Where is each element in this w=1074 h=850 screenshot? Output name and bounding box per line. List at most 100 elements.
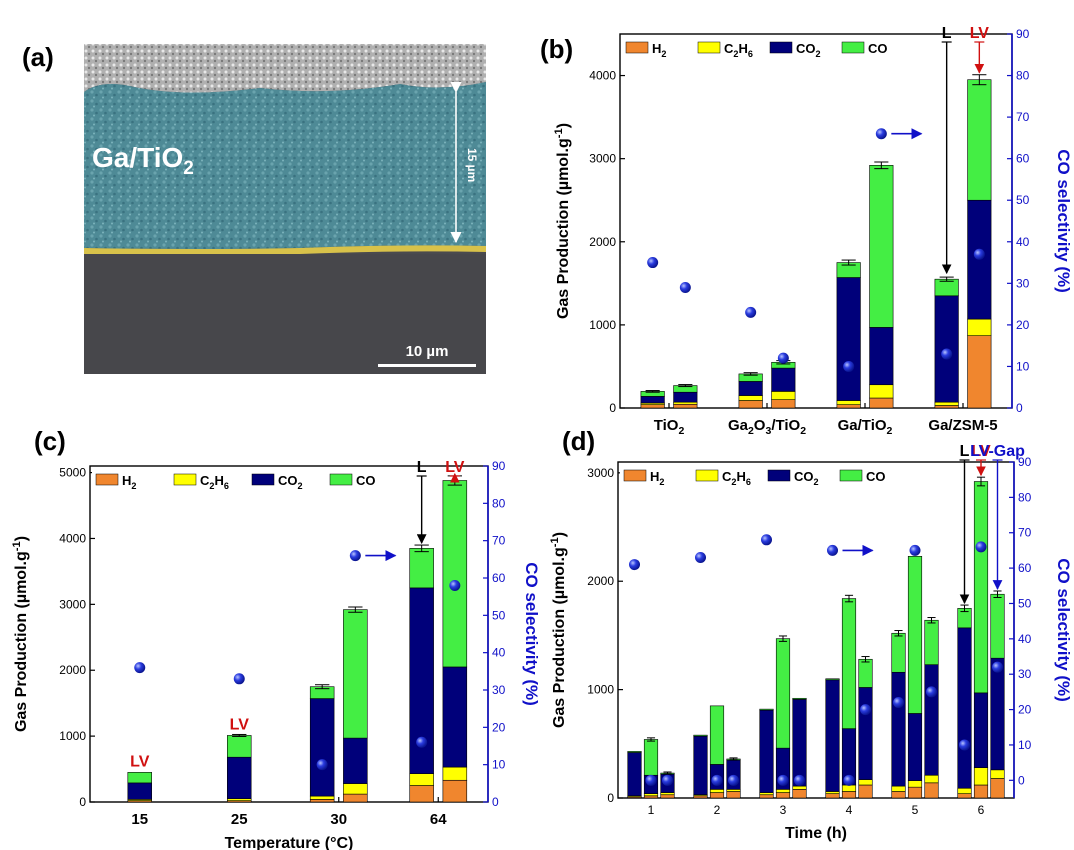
selectivity-point xyxy=(909,544,921,556)
annotation-label: LV xyxy=(130,753,150,770)
x-tick-label-part: O xyxy=(754,417,766,434)
y-axis-title-part: Gas Production (µmol.g xyxy=(13,551,30,732)
x-tick-label-part: 64 xyxy=(430,811,447,828)
bar-segment-c2h6 xyxy=(907,780,923,788)
y-tick-label: 2000 xyxy=(589,235,616,249)
x-tick-label: 5 xyxy=(912,803,919,817)
bar-segment-h2 xyxy=(442,779,468,803)
legend-label: CO xyxy=(868,41,888,56)
bar-segment-co2 xyxy=(343,737,368,784)
bar-segment-co xyxy=(442,480,468,668)
bar-segment-c2h6 xyxy=(990,769,1005,779)
annotation-label: LV xyxy=(445,459,465,476)
legend-label-part: 2 xyxy=(209,481,214,491)
y2-tick-label: 80 xyxy=(1016,69,1030,83)
x-tick-label: 30 xyxy=(330,811,347,828)
selectivity-point xyxy=(647,257,659,269)
sem-scale-label: 10 µm xyxy=(406,343,449,360)
bar-segment-c2h6 xyxy=(934,401,959,406)
legend-label: C2H6 xyxy=(724,41,753,59)
y-axis-title-part: -1 xyxy=(11,541,23,551)
bar-segment-co xyxy=(643,739,659,776)
y2-tick-label: 0 xyxy=(1018,773,1025,787)
bar-segment-co2 xyxy=(836,277,861,401)
bar-segment-h2 xyxy=(907,786,923,799)
y2-tick-label: 70 xyxy=(492,534,506,548)
selectivity-point xyxy=(316,759,328,771)
legend-label: H2 xyxy=(650,469,664,487)
y2-tick-label: 50 xyxy=(1018,596,1032,610)
annotation-label: LV-Gap xyxy=(970,443,1025,460)
legend-swatch-h2 xyxy=(625,41,649,54)
bar-segment-co2 xyxy=(973,692,989,768)
bar-segment-co2 xyxy=(693,735,708,796)
y2-tick-label: 40 xyxy=(1018,632,1032,646)
sem-interface-layer xyxy=(84,245,486,255)
y-tick-label: 4000 xyxy=(59,531,86,545)
x-tick-label-part: 25 xyxy=(231,811,248,828)
legend-swatch-c2h6 xyxy=(697,41,721,54)
bar-segment-c2h6 xyxy=(841,784,857,792)
bar-segment-co2 xyxy=(442,666,468,768)
x-tick-label: 1 xyxy=(648,803,655,817)
legend-label-part: 2 xyxy=(661,49,666,59)
x-tick-label-part: /TiO xyxy=(771,417,800,434)
legend-swatch-c2h6 xyxy=(173,473,197,486)
x-tick-label-part: 2 xyxy=(748,425,754,437)
x-tick-label: 15 xyxy=(131,811,148,828)
x-tick-label-part: 2 xyxy=(678,425,684,437)
legend-label-part: CO xyxy=(796,41,816,56)
selectivity-point xyxy=(233,673,245,685)
bar-segment-co xyxy=(627,751,642,753)
bar-segment-h2 xyxy=(924,782,939,799)
bar-segment-co2 xyxy=(127,782,152,800)
y-tick-label: 4000 xyxy=(589,69,616,83)
bar-segment-co2 xyxy=(738,381,763,396)
y2-tick-label: 10 xyxy=(492,758,506,772)
sem-image: Ga/TiO2 15 µm 10 µm xyxy=(84,44,486,374)
selectivity-point xyxy=(629,559,640,571)
sem-film-layer xyxy=(84,82,486,249)
y-tick-label: 3000 xyxy=(589,152,616,166)
annotation-label: L xyxy=(417,459,427,476)
bar-segment-h2 xyxy=(726,791,741,799)
legend-label-part: C xyxy=(724,41,734,56)
legend-swatch-h2 xyxy=(623,469,647,482)
legend-swatch-co2 xyxy=(251,473,275,486)
bar-segment-h2 xyxy=(957,793,972,799)
y-tick-label: 1000 xyxy=(59,729,86,743)
y2-axis-title: CO selectivity (%) xyxy=(1054,558,1073,702)
bar-segment-co2 xyxy=(771,367,796,392)
bar-segment-h2 xyxy=(309,799,335,803)
selectivity-point xyxy=(745,306,757,318)
bar-segment-co xyxy=(924,619,939,665)
annotation-label: LV xyxy=(230,716,250,733)
sem-scale-bar xyxy=(378,364,476,367)
bar-segment-co2 xyxy=(792,699,807,787)
y-tick-label: 0 xyxy=(609,401,616,415)
y-axis-title-part: ) xyxy=(551,532,568,537)
bar-segment-co xyxy=(759,708,774,711)
y2-axis-title: CO selectivity (%) xyxy=(522,562,541,706)
y-tick-label: 0 xyxy=(607,791,614,805)
bar-segment-c2h6 xyxy=(442,766,468,781)
x-axis-title: Time (h) xyxy=(785,825,847,842)
legend-label: C2H6 xyxy=(200,473,229,491)
selectivity-point xyxy=(843,774,855,786)
selectivity-point xyxy=(416,736,428,748)
y-axis-title-part: Gas Production (µmol.g xyxy=(551,547,568,728)
y-tick-label: 3000 xyxy=(587,466,614,480)
x-tick-label: 64 xyxy=(430,811,447,828)
y2-tick-label: 30 xyxy=(1018,667,1032,681)
bar-segment-co xyxy=(990,593,1005,659)
bar-segment-co xyxy=(907,555,923,714)
x-tick-label: Ga2O3/TiO2 xyxy=(728,417,806,437)
y2-tick-label: 50 xyxy=(492,608,506,622)
y-tick-label: 1000 xyxy=(589,318,616,332)
bar-segment-h2 xyxy=(792,789,807,799)
y2-tick-label: 90 xyxy=(1016,27,1030,41)
y2-tick-label: 80 xyxy=(1018,490,1032,504)
bar-segment-c2h6 xyxy=(771,391,796,400)
legend-label-part: C xyxy=(200,473,210,488)
legend-label-part: 2 xyxy=(298,481,303,491)
